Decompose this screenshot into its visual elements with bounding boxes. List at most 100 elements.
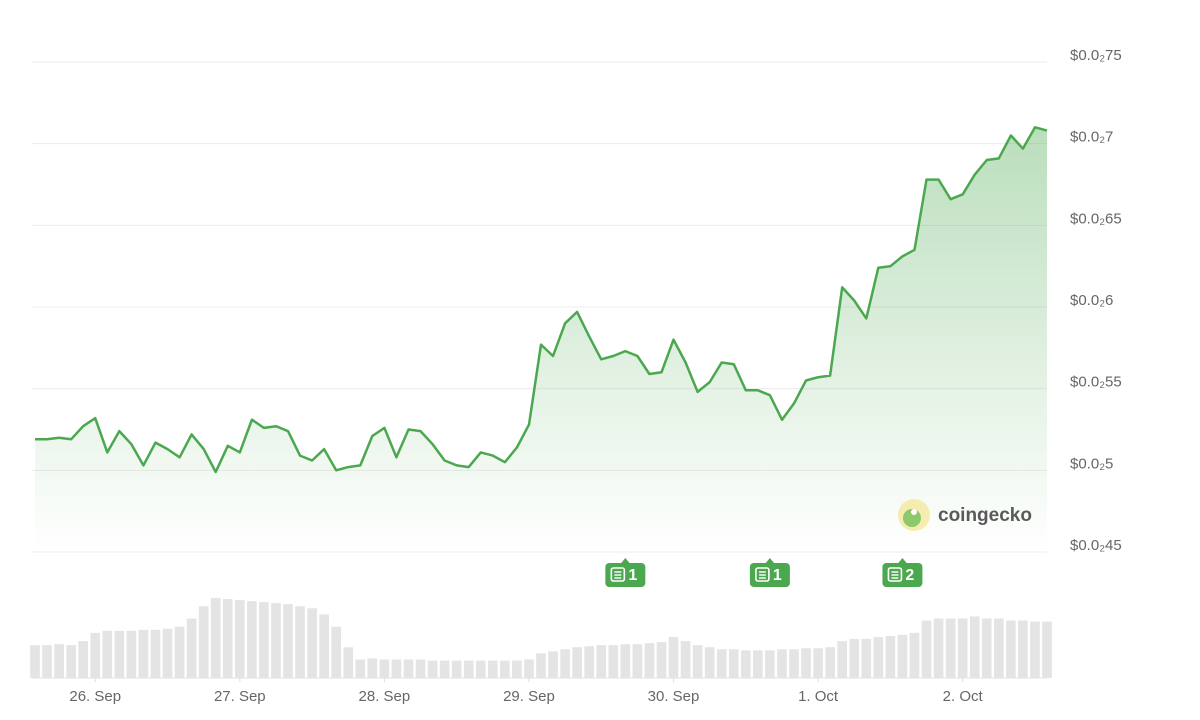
volume-bar xyxy=(993,618,1004,678)
volume-bar xyxy=(463,660,474,678)
volume-bar xyxy=(66,645,76,678)
volume-bar xyxy=(536,653,546,678)
volume-bar xyxy=(548,651,558,678)
volume-bar xyxy=(957,618,968,678)
volume-bar xyxy=(500,660,510,678)
volume-bar xyxy=(162,628,173,678)
volume-bar xyxy=(584,646,595,678)
volume-bar xyxy=(716,649,727,678)
news-badge[interactable]: 2 xyxy=(882,558,923,587)
volume-bar xyxy=(247,601,257,678)
watermark-logo-eye xyxy=(911,509,917,515)
news-pointer xyxy=(620,558,631,564)
volume-bar xyxy=(813,648,823,678)
volume-bar xyxy=(753,650,763,678)
volume-bar xyxy=(439,660,450,678)
y-tick-label: $0.0₂75 xyxy=(1070,47,1122,64)
news-count: 1 xyxy=(628,567,637,584)
volume-bar xyxy=(608,645,619,678)
volume-bar xyxy=(30,645,40,678)
volume-bar xyxy=(969,616,980,678)
volume-bar xyxy=(1042,621,1052,678)
volume-bar xyxy=(54,644,64,678)
volume-bar xyxy=(138,629,149,678)
x-tick-label: 27. Sep xyxy=(214,688,266,705)
volume-bar xyxy=(42,645,52,678)
volume-bar xyxy=(1006,620,1016,678)
volume-bar xyxy=(487,660,498,678)
x-tick-label: 26. Sep xyxy=(69,688,121,705)
volume-bar xyxy=(475,660,486,678)
volume-bar xyxy=(933,618,944,678)
news-badge[interactable]: 1 xyxy=(605,558,646,587)
volume-bar xyxy=(644,643,655,678)
volume-bar xyxy=(873,636,884,678)
volume-bar xyxy=(210,598,221,678)
news-icon xyxy=(755,567,770,582)
volume-bar xyxy=(801,648,811,678)
watermark: coingecko xyxy=(898,499,1032,531)
y-tick-label: $0.0₂55 xyxy=(1070,374,1122,391)
volume-bar xyxy=(909,632,920,678)
volume-bar xyxy=(319,614,329,678)
x-tick-label: 2. Oct xyxy=(943,688,984,705)
volume-bar xyxy=(656,642,667,678)
volume-bar xyxy=(728,649,739,678)
volume-bar xyxy=(271,603,281,678)
volume-bar xyxy=(403,659,414,678)
watermark-text: coingecko xyxy=(938,505,1032,526)
news-icon xyxy=(887,567,903,582)
y-tick-label: $0.0₂7 xyxy=(1070,129,1113,146)
volume-bar xyxy=(78,641,89,678)
volume-bar xyxy=(740,650,751,678)
volume-bar xyxy=(283,604,293,678)
volume-bar xyxy=(897,634,908,678)
volume-bar xyxy=(415,659,426,678)
x-tick-label: 28. Sep xyxy=(359,688,411,705)
volume-bar xyxy=(451,660,462,678)
volume-bar xyxy=(379,659,390,678)
volume-bar xyxy=(198,606,209,678)
volume-bar xyxy=(668,636,679,678)
volume-bar xyxy=(632,644,643,678)
y-tick-label: $0.0₂5 xyxy=(1070,455,1113,472)
volume-bar xyxy=(981,618,992,678)
volume-bar xyxy=(945,618,956,678)
volume-bar xyxy=(921,620,932,678)
volume-bar xyxy=(427,660,438,678)
y-tick-label: $0.0₂6 xyxy=(1070,292,1113,309)
volume-bar xyxy=(692,645,703,678)
volume-bar xyxy=(512,660,522,678)
volume-bar xyxy=(234,600,245,678)
volume-bar xyxy=(391,659,402,678)
news-icon xyxy=(610,567,626,582)
volume-bar xyxy=(861,639,872,678)
volume-bar xyxy=(126,630,137,678)
volume-bar xyxy=(572,647,582,678)
volume-bar xyxy=(186,618,197,678)
volume-bar xyxy=(114,630,125,678)
x-tick-label: 29. Sep xyxy=(503,688,555,705)
volume-bar xyxy=(596,645,607,678)
y-tick-label: $0.0₂45 xyxy=(1070,537,1122,554)
volume-bar xyxy=(777,649,787,678)
x-tick-label: 1. Oct xyxy=(798,688,839,705)
news-badge[interactable]: 1 xyxy=(749,558,790,587)
volume-bar xyxy=(680,641,691,678)
volume-bar xyxy=(885,635,896,678)
volume-bar xyxy=(174,626,185,678)
volume-bar xyxy=(765,650,775,678)
volume-bar xyxy=(789,649,799,678)
volume-bar xyxy=(295,606,305,678)
y-tick-label: $0.0₂65 xyxy=(1070,210,1122,227)
volume-bar xyxy=(307,608,317,678)
volume-bar xyxy=(849,639,860,678)
news-pointer xyxy=(764,558,775,564)
volume-bar xyxy=(825,647,835,678)
news-pointer xyxy=(897,558,908,564)
volume-bar xyxy=(222,599,233,678)
x-tick-label: 30. Sep xyxy=(648,688,700,705)
news-count: 1 xyxy=(773,567,782,584)
